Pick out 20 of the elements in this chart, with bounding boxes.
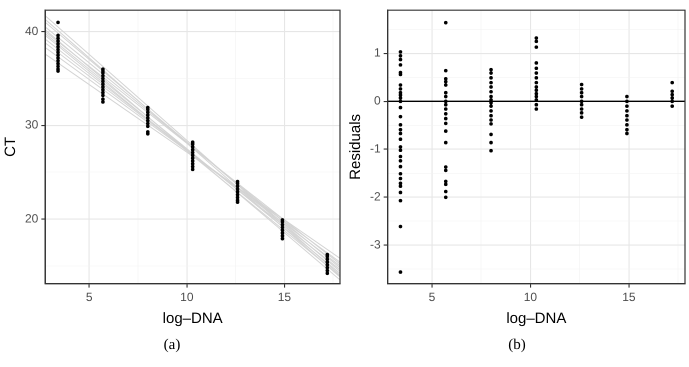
y-tick-label: 40 (24, 24, 39, 38)
x-axis-title: log–DNA (162, 310, 223, 328)
y-tick-label: -1 (370, 142, 381, 156)
x-tick-label: 5 (86, 290, 93, 304)
y-axis-title: Residuals (347, 114, 364, 180)
y-tick-label: 20 (24, 211, 39, 226)
text: (b) (507, 337, 527, 354)
y-axis-title: CT (2, 136, 20, 157)
x-tick-label: 10 (180, 290, 194, 304)
y-tick-label: -2 (370, 190, 381, 204)
y-tick-label: 30 (24, 118, 39, 132)
x-tick-label: 10 (524, 290, 538, 304)
x-tick-label: 15 (278, 290, 292, 304)
y-tick-label: 1 (374, 46, 381, 60)
x-tick-label: 5 (428, 290, 436, 304)
y-tick-label: -3 (370, 238, 381, 252)
x-axis-title: log–DNA (506, 310, 566, 328)
x-tick-label: 15 (622, 290, 636, 304)
text: (a) (162, 337, 182, 354)
y-tick-label: 0 (374, 94, 381, 108)
